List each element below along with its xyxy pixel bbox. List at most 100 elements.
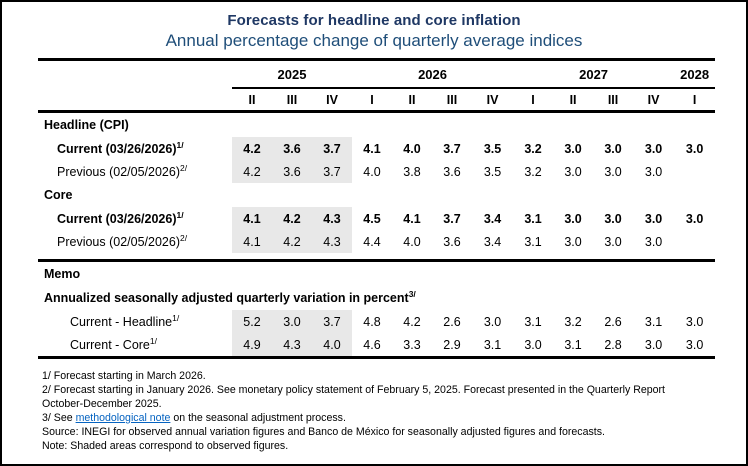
value-cell: 4.1 [363, 141, 381, 156]
value-cell: 3.1 [524, 234, 542, 249]
section-row-core: Core [38, 183, 715, 207]
section-label: Headline (CPI) [44, 118, 129, 132]
value-cell: 4.6 [363, 337, 381, 352]
quarter-header: II [392, 88, 432, 113]
footnote-marker: 2/ [180, 162, 188, 173]
footnotes-block: 1/ Forecast starting in March 2026. 2/ F… [42, 369, 734, 453]
footnote-1: 1/ Forecast starting in March 2026. [42, 370, 206, 382]
footnote-marker: 1/ [176, 209, 184, 220]
quarter-header: I [513, 88, 554, 113]
row-label: Current - Core1/ [70, 335, 157, 352]
value-cell: 3.0 [524, 337, 542, 352]
value-cell: 3.0 [644, 164, 663, 179]
value-cell: 4.9 [232, 333, 272, 358]
value-cell: 3.1 [524, 314, 542, 329]
section-row-annualized: Annualized seasonally adjusted quarterly… [38, 286, 715, 310]
value-cell: 3.7 [312, 137, 352, 160]
value-cell: 4.0 [363, 164, 381, 179]
table-row-core-previous: Previous (02/05/2026)2/ 4.1 4.2 4.3 4.4 … [38, 230, 715, 253]
value-cell: 3.0 [685, 337, 704, 352]
section-label: Memo [38, 259, 716, 286]
value-cell: 3.0 [483, 314, 502, 329]
quarter-header-row: II III IV I II III IV I II III IV I [38, 88, 716, 113]
value-cell: 4.2 [272, 230, 312, 253]
table-row-core-current: Current (03/26/2026)1/ 4.1 4.2 4.3 4.5 4… [38, 207, 715, 230]
row-label: Current - Headline1/ [70, 312, 180, 329]
table-row-headline-previous: Previous (02/05/2026)2/ 4.2 3.6 3.7 4.0 … [38, 160, 715, 183]
value-cell: 3.6 [272, 137, 312, 160]
quarter-header: III [272, 88, 312, 113]
value-cell: 3.0 [564, 141, 582, 156]
source-line: Source: INEGI for observed annual variat… [42, 426, 605, 438]
year-header-2028: 2028 [674, 59, 716, 89]
corner-cell [38, 60, 232, 89]
section-row-memo: Memo [38, 259, 716, 286]
section-label: Core [44, 188, 73, 202]
value-cell: 4.0 [403, 234, 421, 249]
quarter-header: II [232, 88, 272, 113]
value-cell: 3.0 [644, 141, 663, 156]
value-cell: 3.4 [483, 234, 502, 249]
footnote-3: 3/ See methodological note on the season… [42, 412, 346, 424]
quarter-header: II [553, 88, 594, 113]
value-cell: 4.2 [403, 314, 421, 329]
value-cell: 3.2 [524, 164, 542, 179]
table-row-memo-core: Current - Core1/ 4.9 4.3 4.0 4.6 3.3 2.9… [38, 333, 715, 358]
methodological-note-link[interactable]: methodological note [75, 412, 171, 424]
value-cell: 3.7 [443, 141, 461, 156]
value-cell: 4.3 [312, 230, 352, 253]
year-header-2027: 2027 [513, 59, 675, 89]
quarter-header: III [432, 88, 472, 113]
value-cell: 3.0 [272, 310, 312, 333]
value-cell: 3.0 [604, 164, 622, 179]
footnote-2-line1: 2/ Forecast starting in January 2026. Se… [42, 384, 665, 396]
value-cell: 3.4 [483, 211, 502, 226]
value-cell: 3.1 [644, 314, 663, 329]
value-cell: 3.7 [312, 310, 352, 333]
page-subtitle: Annual percentage change of quarterly av… [165, 31, 583, 50]
value-cell: 3.6 [443, 234, 461, 249]
value-cell: 3.2 [564, 314, 582, 329]
value-cell [674, 160, 715, 183]
row-label: Current (03/26/2026)1/ [57, 139, 184, 156]
quarter-header: I [352, 88, 392, 113]
value-cell: 4.2 [272, 207, 312, 230]
value-cell: 3.0 [685, 314, 704, 329]
table-row-headline-current: Current (03/26/2026)1/ 4.2 3.6 3.7 4.1 4… [38, 137, 715, 160]
value-cell: 3.7 [312, 160, 352, 183]
value-cell: 3.6 [443, 164, 461, 179]
value-cell: 4.2 [232, 137, 272, 160]
value-cell: 4.0 [403, 141, 421, 156]
year-header-row: 2025 2026 2027 2028 [38, 59, 716, 89]
value-cell: 4.3 [272, 333, 312, 358]
footnote-marker: 1/ [172, 312, 180, 323]
value-cell: 3.2 [524, 141, 542, 156]
value-cell: 2.6 [443, 314, 461, 329]
quarter-header: IV [633, 88, 675, 113]
value-cell: 2.8 [604, 337, 622, 352]
value-cell: 3.0 [685, 141, 704, 156]
value-cell: 3.1 [564, 337, 582, 352]
value-cell: 4.3 [312, 207, 352, 230]
quarter-header: I [674, 88, 716, 113]
footnote-marker: 1/ [176, 139, 184, 150]
value-cell: 3.0 [564, 164, 582, 179]
value-cell: 2.9 [443, 337, 461, 352]
footnote-marker: 3/ [408, 288, 416, 299]
value-cell: 3.0 [644, 211, 663, 226]
value-cell: 5.2 [232, 310, 272, 333]
row-label: Current (03/26/2026)1/ [57, 209, 184, 226]
section-spacer [38, 253, 715, 261]
section-label: Annualized seasonally adjusted quarterly… [44, 288, 416, 305]
value-cell: 3.0 [604, 234, 622, 249]
footnote-marker: 1/ [149, 335, 157, 346]
value-cell: 4.0 [312, 333, 352, 358]
quarter-header: IV [312, 88, 352, 113]
value-cell: 3.0 [564, 211, 582, 226]
value-cell: 4.1 [403, 211, 421, 226]
corner-cell [38, 88, 232, 113]
value-cell: 3.0 [644, 337, 663, 352]
value-cell: 4.1 [232, 207, 272, 230]
footnote-2-line2: October-December 2025. [42, 398, 162, 410]
